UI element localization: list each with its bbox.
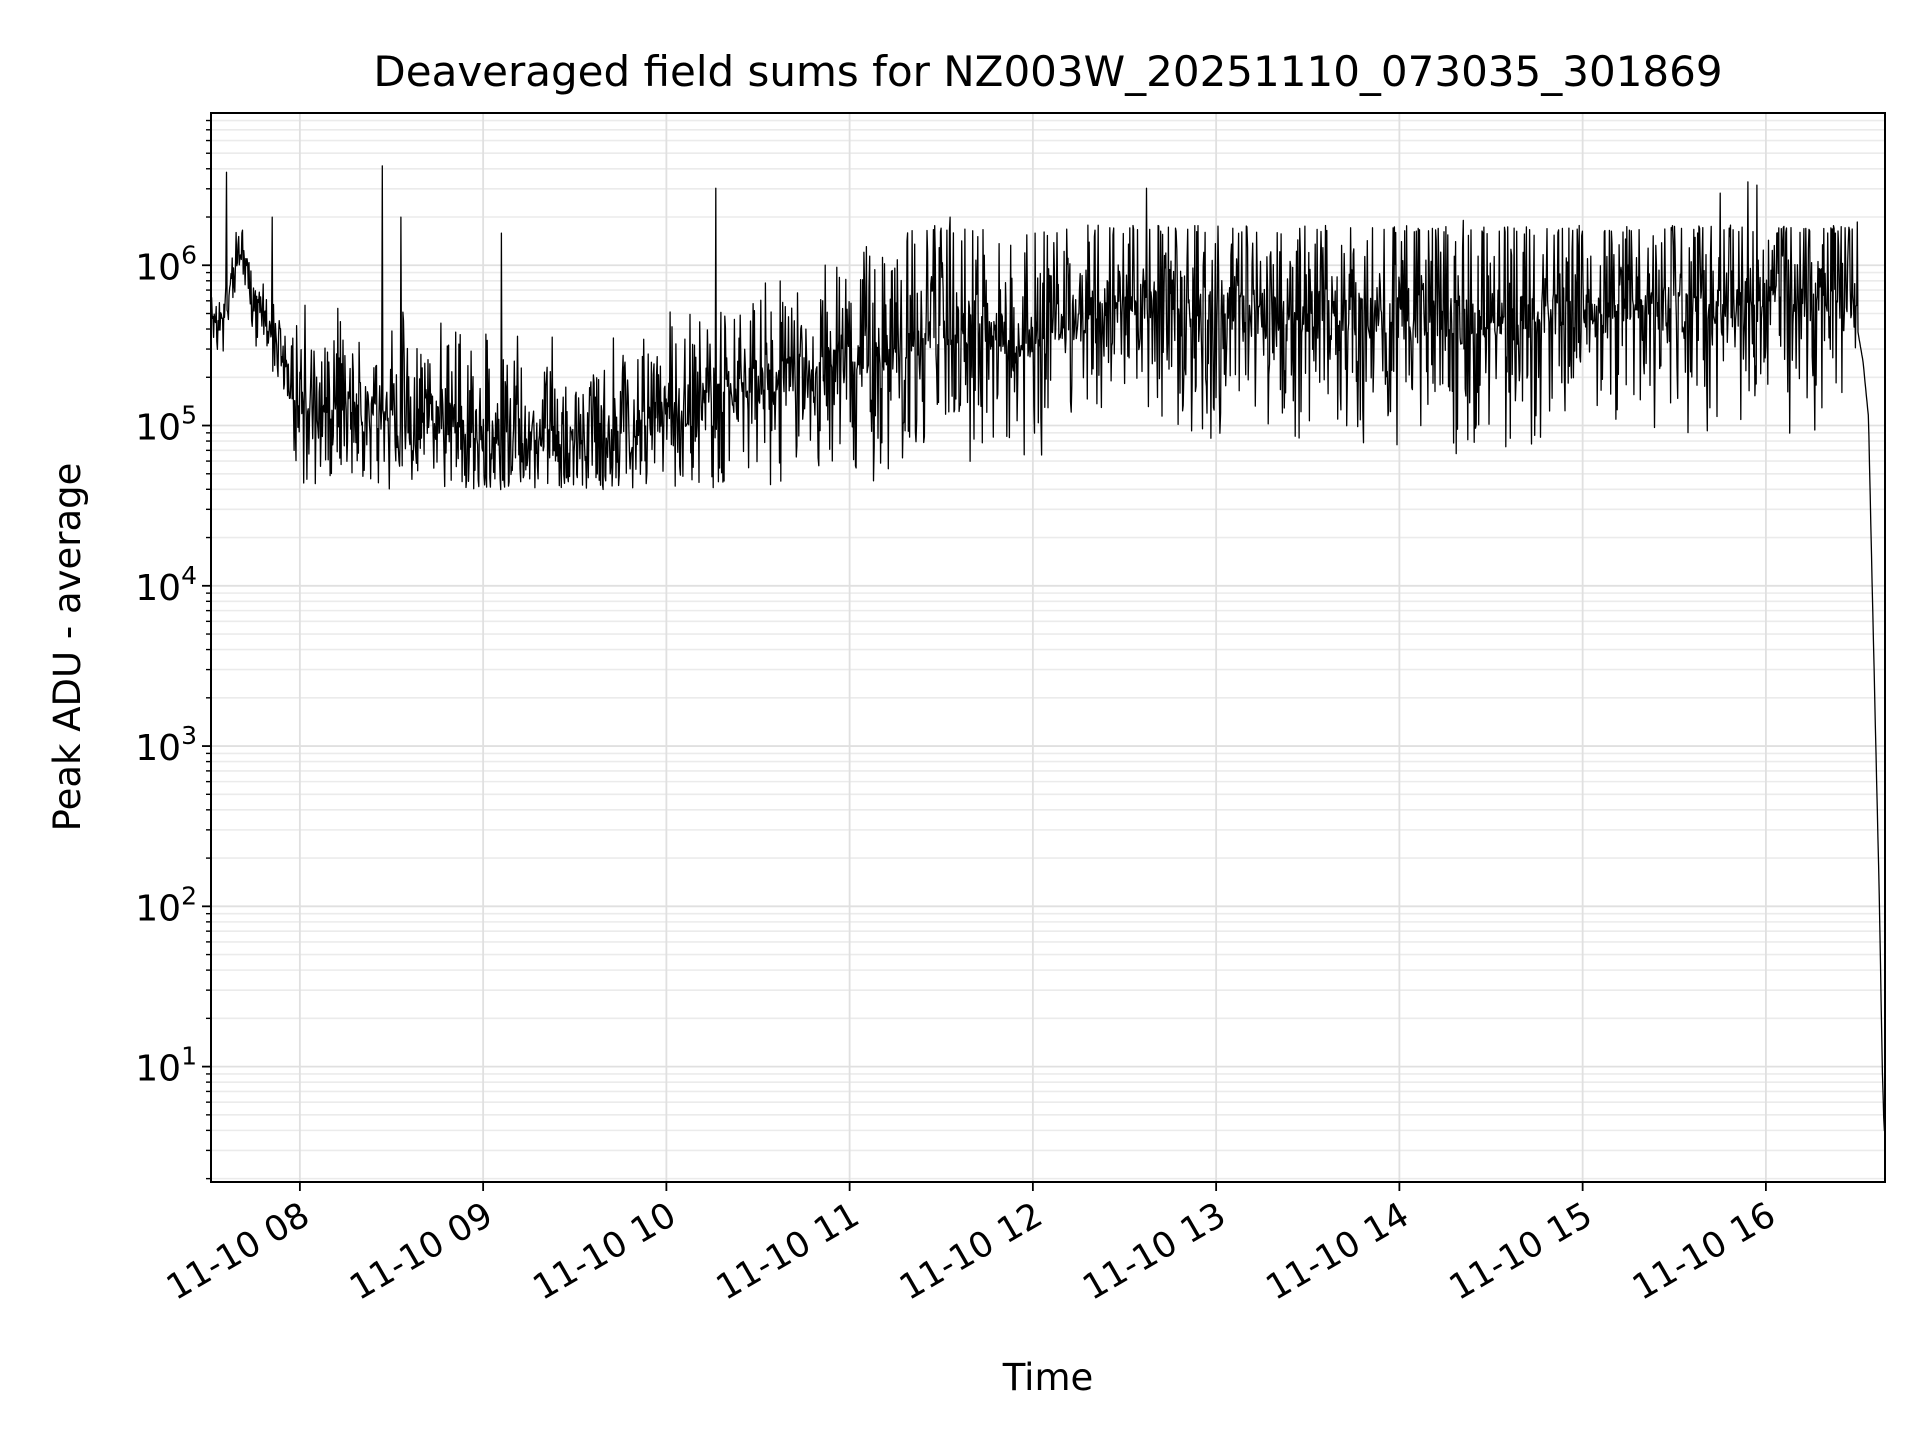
y-tick-label: 103 [135, 721, 197, 769]
plot-frame [210, 112, 1886, 1183]
chart-title: Deaveraged field sums for NZ003W_2025111… [373, 47, 1722, 96]
y-axis-label: Peak ADU - average [46, 463, 89, 832]
series-line [210, 165, 1886, 1132]
y-tick-label: 101 [135, 1042, 197, 1090]
y-tick-label: 105 [135, 401, 197, 449]
x-axis-label: Time [1002, 1356, 1094, 1399]
y-tick-label: 104 [135, 561, 197, 609]
y-tick-label: 106 [135, 240, 197, 288]
plot-area [210, 165, 1886, 1132]
y-tick-label: 102 [135, 881, 197, 929]
y-axis: 101 102 103 104 105 106 [135, 119, 211, 1180]
